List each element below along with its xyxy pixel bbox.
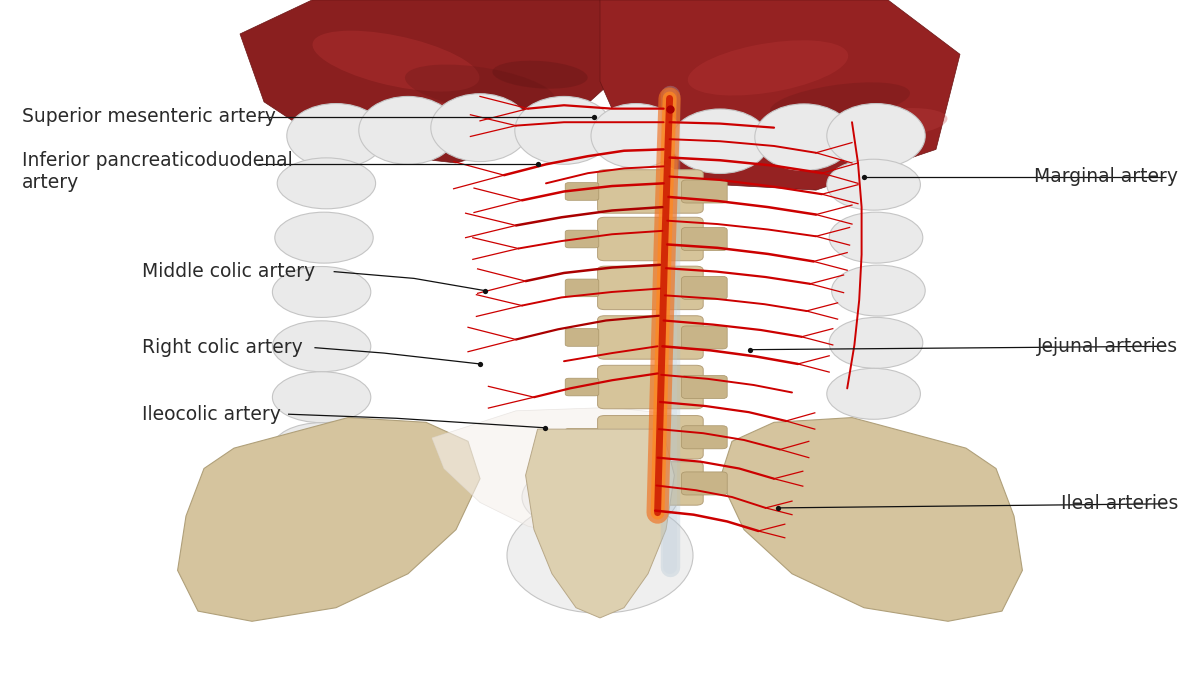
Ellipse shape: [829, 318, 923, 368]
Polygon shape: [178, 418, 480, 621]
FancyBboxPatch shape: [598, 365, 703, 409]
Ellipse shape: [688, 40, 848, 96]
FancyBboxPatch shape: [565, 183, 599, 200]
Ellipse shape: [287, 103, 385, 168]
Ellipse shape: [852, 108, 948, 136]
Polygon shape: [720, 418, 1022, 621]
Ellipse shape: [272, 321, 371, 372]
Text: Middle colic artery: Middle colic artery: [142, 262, 314, 281]
Text: Right colic artery: Right colic artery: [142, 338, 302, 357]
Ellipse shape: [272, 422, 371, 474]
Polygon shape: [526, 429, 674, 618]
Text: Ileal arteries: Ileal arteries: [1061, 494, 1178, 513]
Ellipse shape: [359, 96, 457, 164]
FancyBboxPatch shape: [598, 416, 703, 459]
FancyBboxPatch shape: [682, 326, 727, 349]
FancyBboxPatch shape: [598, 217, 703, 261]
FancyBboxPatch shape: [682, 180, 727, 203]
Polygon shape: [432, 407, 708, 536]
Ellipse shape: [508, 498, 694, 613]
FancyBboxPatch shape: [565, 475, 599, 492]
Ellipse shape: [770, 82, 910, 122]
Ellipse shape: [827, 103, 925, 168]
Ellipse shape: [373, 100, 491, 130]
Ellipse shape: [272, 267, 371, 318]
FancyBboxPatch shape: [682, 227, 727, 251]
Ellipse shape: [832, 265, 925, 316]
Text: Marginal artery: Marginal artery: [1034, 167, 1178, 186]
FancyBboxPatch shape: [598, 316, 703, 359]
Ellipse shape: [755, 104, 853, 170]
Text: Superior mesenteric artery: Superior mesenteric artery: [22, 107, 276, 126]
Ellipse shape: [272, 372, 371, 422]
Ellipse shape: [492, 60, 588, 89]
FancyBboxPatch shape: [565, 428, 599, 446]
Text: Ileocolic artery: Ileocolic artery: [142, 405, 281, 424]
Ellipse shape: [277, 158, 376, 209]
Text: Jejunal arteries: Jejunal arteries: [1037, 337, 1178, 356]
Ellipse shape: [592, 103, 682, 168]
FancyBboxPatch shape: [565, 230, 599, 248]
FancyBboxPatch shape: [682, 426, 727, 449]
Polygon shape: [240, 0, 612, 163]
FancyBboxPatch shape: [682, 375, 727, 399]
Ellipse shape: [275, 212, 373, 263]
Text: Inferior pancreaticoduodenal
artery: Inferior pancreaticoduodenal artery: [22, 151, 293, 191]
Ellipse shape: [431, 94, 529, 162]
Polygon shape: [600, 0, 960, 190]
Ellipse shape: [827, 368, 920, 420]
FancyBboxPatch shape: [565, 378, 599, 396]
Ellipse shape: [671, 109, 769, 173]
FancyBboxPatch shape: [565, 329, 599, 346]
FancyBboxPatch shape: [682, 472, 727, 495]
Ellipse shape: [827, 160, 920, 210]
Ellipse shape: [829, 212, 923, 263]
Ellipse shape: [404, 65, 556, 112]
FancyBboxPatch shape: [598, 462, 703, 505]
Ellipse shape: [515, 96, 613, 164]
Ellipse shape: [312, 31, 480, 92]
FancyBboxPatch shape: [565, 279, 599, 297]
FancyBboxPatch shape: [682, 276, 727, 299]
Ellipse shape: [522, 460, 678, 534]
FancyBboxPatch shape: [598, 266, 703, 310]
FancyBboxPatch shape: [598, 170, 703, 213]
